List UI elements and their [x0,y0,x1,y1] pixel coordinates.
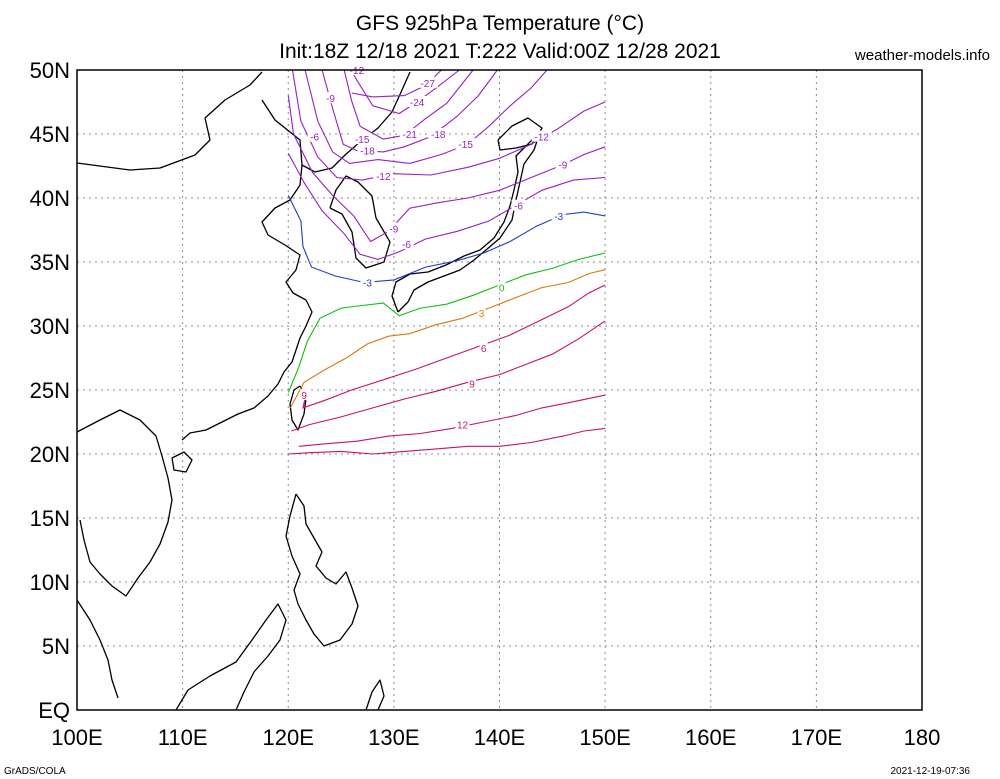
isotherm-label: -27 [420,79,435,90]
map-subtitle: Init:18Z 12/18 2021 T:222 Valid:00Z 12/2… [279,40,721,63]
coastline-hainan [171,451,193,473]
lat-tick-label: EQ [38,698,70,723]
isotherm-label-bg [477,307,486,319]
isotherm-label: 0 [499,284,505,295]
isotherm-15 [288,427,606,455]
lon-tick-label: 140E [474,725,525,750]
lon-tick-label: 170E [791,725,842,750]
isotherm-label-bg [373,170,394,182]
isotherm-label-bg [479,341,488,353]
isotherm-label: 6 [481,344,487,355]
lat-tick-label: 35N [30,250,70,275]
isotherm-label-bg [417,76,438,88]
plot-frame [76,69,923,711]
isotherm-minus-15 [304,69,548,164]
lon-tick-label: 110E [158,725,208,750]
lat-tick-label: 20N [30,442,70,467]
isotherm-label: -12 [376,172,391,183]
footer-software: GrADS/COLA [4,766,66,777]
isotherm-minus-24 [353,69,460,115]
isotherm-minus-12 [291,69,606,181]
isotherm-3 [289,269,606,409]
lat-tick-label: 5N [42,634,70,659]
lon-tick-label: 180 [904,725,941,750]
isotherm-label-bg [455,138,476,150]
isotherm-label-bg [360,276,375,288]
isotherm-label-bg [468,377,477,389]
coastline-asia-mainland [76,71,411,441]
isotherm-label: -12 [350,66,365,77]
isotherm-label: 9 [301,391,307,402]
isotherm-12 [298,394,606,447]
isotherm-label: -24 [410,98,425,109]
isotherm-label: -6 [402,240,411,251]
isotherm-label: 9 [469,380,475,391]
lat-tick-label: 45N [30,122,70,147]
isotherm-label-bg [386,222,401,234]
isotherm-label-bg [352,133,373,145]
isotherm-label: -9 [389,225,398,236]
isotherm-label-bg [357,144,378,156]
lon-tick-label: 120E [263,725,314,750]
isotherm-label: -6 [514,202,523,213]
coastlines [76,71,543,711]
lat-tick-label: 30N [30,314,70,339]
footer-timestamp: 2021-12-19-07:36 [890,766,970,777]
isotherm-label-bg [323,92,338,104]
lat-tick-label: 25N [30,378,70,403]
isotherm-label: -18 [360,147,375,158]
isotherm-label-bg [428,128,449,139]
isotherm-label: -18 [431,130,446,141]
isotherm-label: -3 [363,278,372,289]
isotherm-label-bg [307,130,322,142]
isotherm-label: -6 [310,133,319,144]
isotherm-label-bg [551,209,566,221]
isotherm-label: -9 [558,161,567,172]
isotherm-label-bg [300,389,309,401]
isotherm-label: -9 [326,94,335,105]
isotherm-minus-18 [321,69,498,153]
latitude-axis: EQ 5N 10N 15N 20N 25N 30N 35N 40N 45N 50N [30,58,70,723]
isotherm-label-bg [399,238,414,250]
isotherm-label: -12 [535,133,550,144]
isotherm-label: -15 [458,140,473,151]
lon-tick-label: 150E [579,725,630,750]
coastline-philippines [285,493,359,647]
isotherm-label-bg [407,96,428,107]
isotherm-label: -3 [554,212,563,223]
isotherm-label: 3 [479,309,485,320]
isotherm-6 [302,284,606,409]
isotherm-labels: -27-24-21-18-18-15 -15-12-12-12-9-9-9-6-6… [300,64,570,432]
longitude-axis: 100E 110E 120E 130E 140E 150E 160E 170E 180 [51,725,940,750]
graticule [77,70,922,710]
coastline-taiwan [289,385,307,431]
lon-tick-label: 100E [51,725,102,750]
lat-tick-label: 40N [30,186,70,211]
isotherm-label-bg [455,418,470,430]
lat-tick-label: 15N [30,506,70,531]
lon-tick-label: 160E [685,725,736,750]
isotherm-0 [287,252,606,393]
isotherm-label-bg [511,199,526,211]
isotherm-minus-3 [287,195,606,284]
isotherm-minus-9 [287,95,606,243]
coastline-borneo [175,603,287,711]
coastline-indochina [76,409,173,699]
isotherm-label-bg [497,281,506,293]
isotherm-label-bg [531,130,552,142]
lat-tick-label: 10N [30,570,70,595]
isotherm-label-bg [399,128,420,139]
isotherm-label: -15 [355,135,370,146]
isotherm-label: -21 [402,130,417,141]
isotherm-9 [291,320,606,432]
isotherm-label: 12 [457,421,469,432]
coastline-sulawesi [365,679,385,711]
isotherm-minus-21 [343,69,474,140]
site-credit: weather-models.info [854,47,990,64]
isotherm-label-bg [555,158,570,170]
map-title: GFS 925hPa Temperature (°C) [356,12,644,35]
lat-tick-label: 50N [30,58,70,83]
lon-tick-label: 130E [368,725,419,750]
